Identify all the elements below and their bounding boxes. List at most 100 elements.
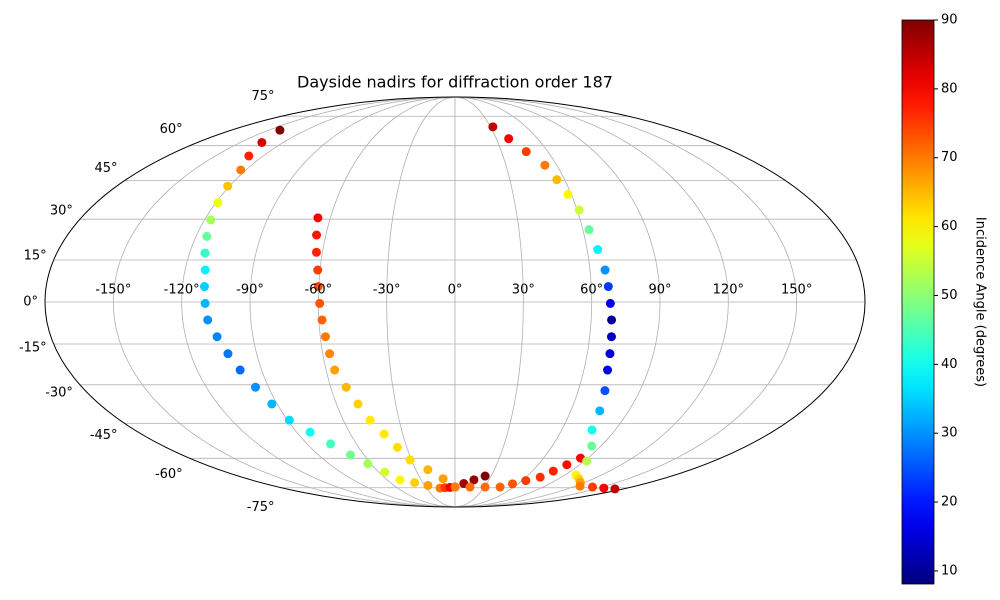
colorbar-tick-label: 70 (941, 150, 958, 165)
colorbar-tick-label: 10 (941, 563, 958, 578)
x-tick-label: -150° (95, 283, 131, 298)
point (605, 298, 615, 308)
point (320, 332, 330, 342)
y-tick-label: 0° (23, 295, 38, 310)
point (203, 315, 213, 325)
point (379, 429, 389, 439)
y-tick-label: -75° (247, 500, 275, 515)
point (313, 213, 323, 223)
point (507, 479, 517, 489)
point (257, 137, 267, 147)
point (206, 215, 216, 225)
point (311, 247, 321, 257)
point (363, 459, 373, 469)
point (552, 175, 562, 185)
x-tick-label: 30° (512, 283, 535, 298)
x-tick-label: 150° (781, 283, 812, 298)
point (584, 225, 594, 235)
point (326, 439, 336, 449)
point (199, 282, 209, 292)
point (607, 315, 617, 325)
point (465, 482, 475, 492)
y-tick-label: 30° (50, 204, 73, 219)
point (365, 415, 375, 425)
x-tick-label: 60° (580, 283, 603, 298)
x-tick-label: 90° (648, 283, 671, 298)
point (504, 134, 514, 144)
point (317, 315, 327, 325)
point (605, 349, 615, 359)
point (600, 265, 610, 275)
point (395, 475, 405, 485)
point (202, 231, 212, 241)
x-tick-label: -60° (304, 283, 332, 298)
colorbar-tick-label: 20 (941, 495, 958, 510)
point (330, 365, 340, 375)
axis-labels: -150° -120° -90° -60° -30° 0° 30° 60° 90° 120° 150… (19, 89, 812, 515)
y-tick-label: -45° (90, 428, 118, 443)
point (548, 466, 558, 476)
point (315, 298, 325, 308)
colorbar-label: Incidence Angle (degrees) (973, 217, 988, 387)
point (345, 450, 355, 460)
point (392, 442, 402, 452)
y-tick-label: 60° (160, 122, 183, 137)
point (593, 245, 603, 255)
y-tick-label: 45° (95, 161, 118, 176)
point (405, 455, 415, 465)
point (244, 151, 254, 161)
point (213, 198, 223, 208)
y-tick-label: -30° (45, 385, 73, 400)
colorbar-tick-label: 30 (941, 426, 958, 441)
point (305, 427, 315, 437)
point (380, 467, 390, 477)
x-tick-label: -120° (164, 283, 200, 298)
y-tick-label: 75° (251, 89, 274, 104)
point (599, 483, 609, 493)
point (521, 147, 531, 157)
point (450, 482, 460, 492)
point (423, 480, 433, 490)
x-tick-label: 120° (713, 283, 744, 298)
x-tick-label: 0° (448, 283, 463, 298)
point (200, 248, 210, 258)
point (341, 382, 351, 392)
point (223, 181, 233, 191)
colorbar-tick-label: 60 (941, 219, 958, 234)
point (587, 441, 597, 451)
point (267, 399, 277, 409)
point (353, 399, 363, 409)
point (223, 349, 233, 359)
point (212, 332, 222, 342)
x-tick-label: -30° (373, 283, 401, 298)
point (423, 465, 433, 475)
point (312, 230, 322, 240)
point (588, 482, 598, 492)
point (595, 406, 605, 416)
colorbar-tick-label: 80 (941, 81, 958, 96)
point (200, 298, 210, 308)
point (410, 478, 420, 488)
point (540, 160, 550, 170)
x-tick-label: -90° (236, 283, 264, 298)
point (563, 189, 573, 199)
point (313, 265, 323, 275)
point (235, 365, 245, 375)
point (275, 125, 285, 135)
point (582, 456, 592, 466)
y-tick-label: -15° (19, 340, 47, 355)
colorbar (901, 19, 935, 585)
colorbar-tick-label: 50 (941, 288, 958, 303)
point (587, 425, 597, 435)
point (606, 332, 616, 342)
point (574, 205, 584, 215)
point (603, 365, 613, 375)
point (495, 482, 505, 492)
colorbar-tick-label: 90 (941, 13, 958, 28)
point (610, 484, 620, 494)
point (325, 349, 335, 359)
map-border (44, 96, 866, 508)
point (488, 122, 498, 132)
point (250, 382, 260, 392)
